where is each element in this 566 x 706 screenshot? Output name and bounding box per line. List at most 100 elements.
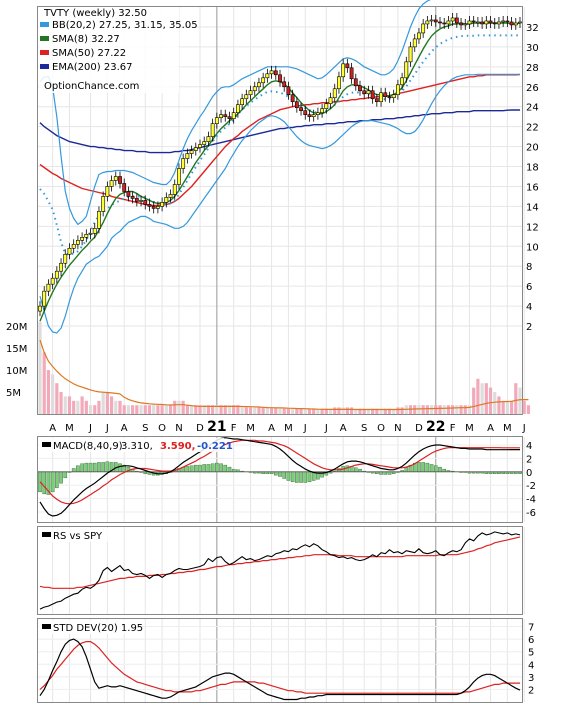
price-candle bbox=[67, 247, 72, 255]
time-tick-label: J bbox=[324, 423, 328, 434]
macd-histogram-bar bbox=[442, 468, 447, 473]
macd-histogram-bar bbox=[55, 471, 59, 489]
time-tick-label: M bbox=[503, 423, 512, 434]
price-candle bbox=[488, 20, 493, 24]
time-tick-label: S bbox=[361, 423, 367, 434]
time-tick-label: D bbox=[415, 423, 423, 434]
volume-bar bbox=[80, 396, 84, 414]
volume-bar bbox=[333, 407, 337, 414]
volume-bar bbox=[143, 405, 147, 414]
volume-bar bbox=[135, 405, 139, 414]
rs-panel-frame bbox=[37, 526, 523, 615]
volume-bar bbox=[282, 408, 286, 414]
price-candle bbox=[189, 150, 194, 154]
price-candle bbox=[328, 97, 333, 105]
legend-swatch bbox=[40, 22, 49, 27]
volume-bar bbox=[316, 408, 320, 414]
volume-bar bbox=[413, 405, 417, 414]
price-candle bbox=[42, 290, 47, 307]
legend-label: BB(20,2) 27.25, 31.15, 35.05 bbox=[52, 20, 198, 31]
volume-bar bbox=[467, 405, 472, 414]
price-candle bbox=[80, 237, 85, 241]
volume-tick-label: 10M bbox=[6, 366, 27, 377]
volume-average-line bbox=[39, 339, 529, 411]
volume-bar bbox=[109, 396, 114, 414]
volume-bar bbox=[42, 352, 46, 414]
price-candle bbox=[92, 228, 97, 234]
volume-bar bbox=[206, 405, 211, 414]
price-tick-label: 4 bbox=[526, 302, 532, 313]
volume-bar bbox=[480, 383, 484, 414]
price-candle bbox=[429, 19, 434, 22]
volume-bar bbox=[219, 405, 223, 414]
price-candle bbox=[219, 114, 223, 118]
volume-bar bbox=[55, 383, 59, 414]
std-series bbox=[39, 638, 521, 701]
volume-bar bbox=[46, 370, 51, 414]
volume-bar bbox=[185, 405, 189, 414]
volume-bar bbox=[341, 407, 345, 414]
volume-bar bbox=[488, 387, 493, 414]
macd-tick-label: 2 bbox=[526, 454, 532, 465]
macd-histogram-bar bbox=[387, 471, 392, 475]
volume-bar bbox=[497, 396, 501, 414]
volume-bar bbox=[147, 405, 152, 414]
chart-title: TVTY (weekly) 32.50 bbox=[43, 8, 147, 19]
time-tick-label: F bbox=[450, 423, 456, 434]
volume-bar bbox=[514, 383, 518, 414]
price-series bbox=[38, 0, 522, 334]
volume-bar bbox=[379, 408, 383, 414]
price-candle bbox=[151, 206, 156, 209]
price-tick-label: 30 bbox=[526, 43, 539, 54]
volume-bar bbox=[312, 408, 316, 414]
price-candle bbox=[101, 196, 106, 212]
price-candle bbox=[299, 107, 303, 111]
volume-bar bbox=[194, 405, 198, 414]
std-tick-label: 5 bbox=[528, 648, 534, 659]
price-tick-label: 20 bbox=[526, 143, 539, 154]
macd-histogram-bar bbox=[379, 471, 383, 475]
price-candle bbox=[278, 74, 282, 83]
volume-bar bbox=[72, 400, 76, 414]
volume-bar bbox=[93, 405, 97, 414]
price-candle bbox=[71, 244, 76, 249]
volume-bar bbox=[526, 405, 531, 414]
price-candle bbox=[231, 112, 236, 119]
volume-bar bbox=[518, 387, 522, 414]
price-candle bbox=[273, 70, 278, 76]
macd-histogram-bar bbox=[286, 471, 291, 481]
price-candle bbox=[202, 141, 207, 145]
volume-bar bbox=[425, 405, 429, 414]
volume-bar bbox=[307, 408, 312, 414]
volume-bar bbox=[105, 392, 109, 414]
volume-bar bbox=[118, 400, 122, 414]
price-candle bbox=[168, 194, 173, 198]
price-candle bbox=[206, 136, 211, 142]
time-tick-label: J bbox=[303, 423, 307, 434]
price-candle bbox=[391, 94, 396, 99]
macd-histogram-bar bbox=[59, 471, 63, 484]
price-candle bbox=[370, 90, 375, 100]
price-candle bbox=[395, 84, 400, 96]
time-tick-label: M bbox=[246, 423, 255, 434]
volume-bar bbox=[173, 400, 177, 414]
price-candle bbox=[126, 191, 131, 197]
time-tick-label: M bbox=[465, 423, 474, 434]
volume-bar bbox=[421, 405, 425, 414]
rs-legend: RS vs SPY bbox=[39, 528, 109, 542]
time-tick-label: M bbox=[65, 423, 74, 434]
price-candle bbox=[505, 20, 510, 23]
price-candle bbox=[315, 112, 320, 115]
macd-histogram-bar bbox=[105, 461, 110, 473]
macd-histogram-bar bbox=[303, 471, 308, 483]
macd-histogram-bar bbox=[404, 467, 409, 473]
price-candle bbox=[341, 63, 346, 78]
price-candle bbox=[442, 22, 447, 25]
volume-bar bbox=[392, 408, 396, 414]
macd-histogram-bar bbox=[383, 471, 388, 475]
legend-label: SMA(50) 27.22 bbox=[52, 48, 126, 59]
price-candle bbox=[113, 176, 118, 181]
price-candle bbox=[143, 200, 148, 205]
price-candle bbox=[320, 108, 325, 113]
price-candle bbox=[164, 197, 169, 203]
